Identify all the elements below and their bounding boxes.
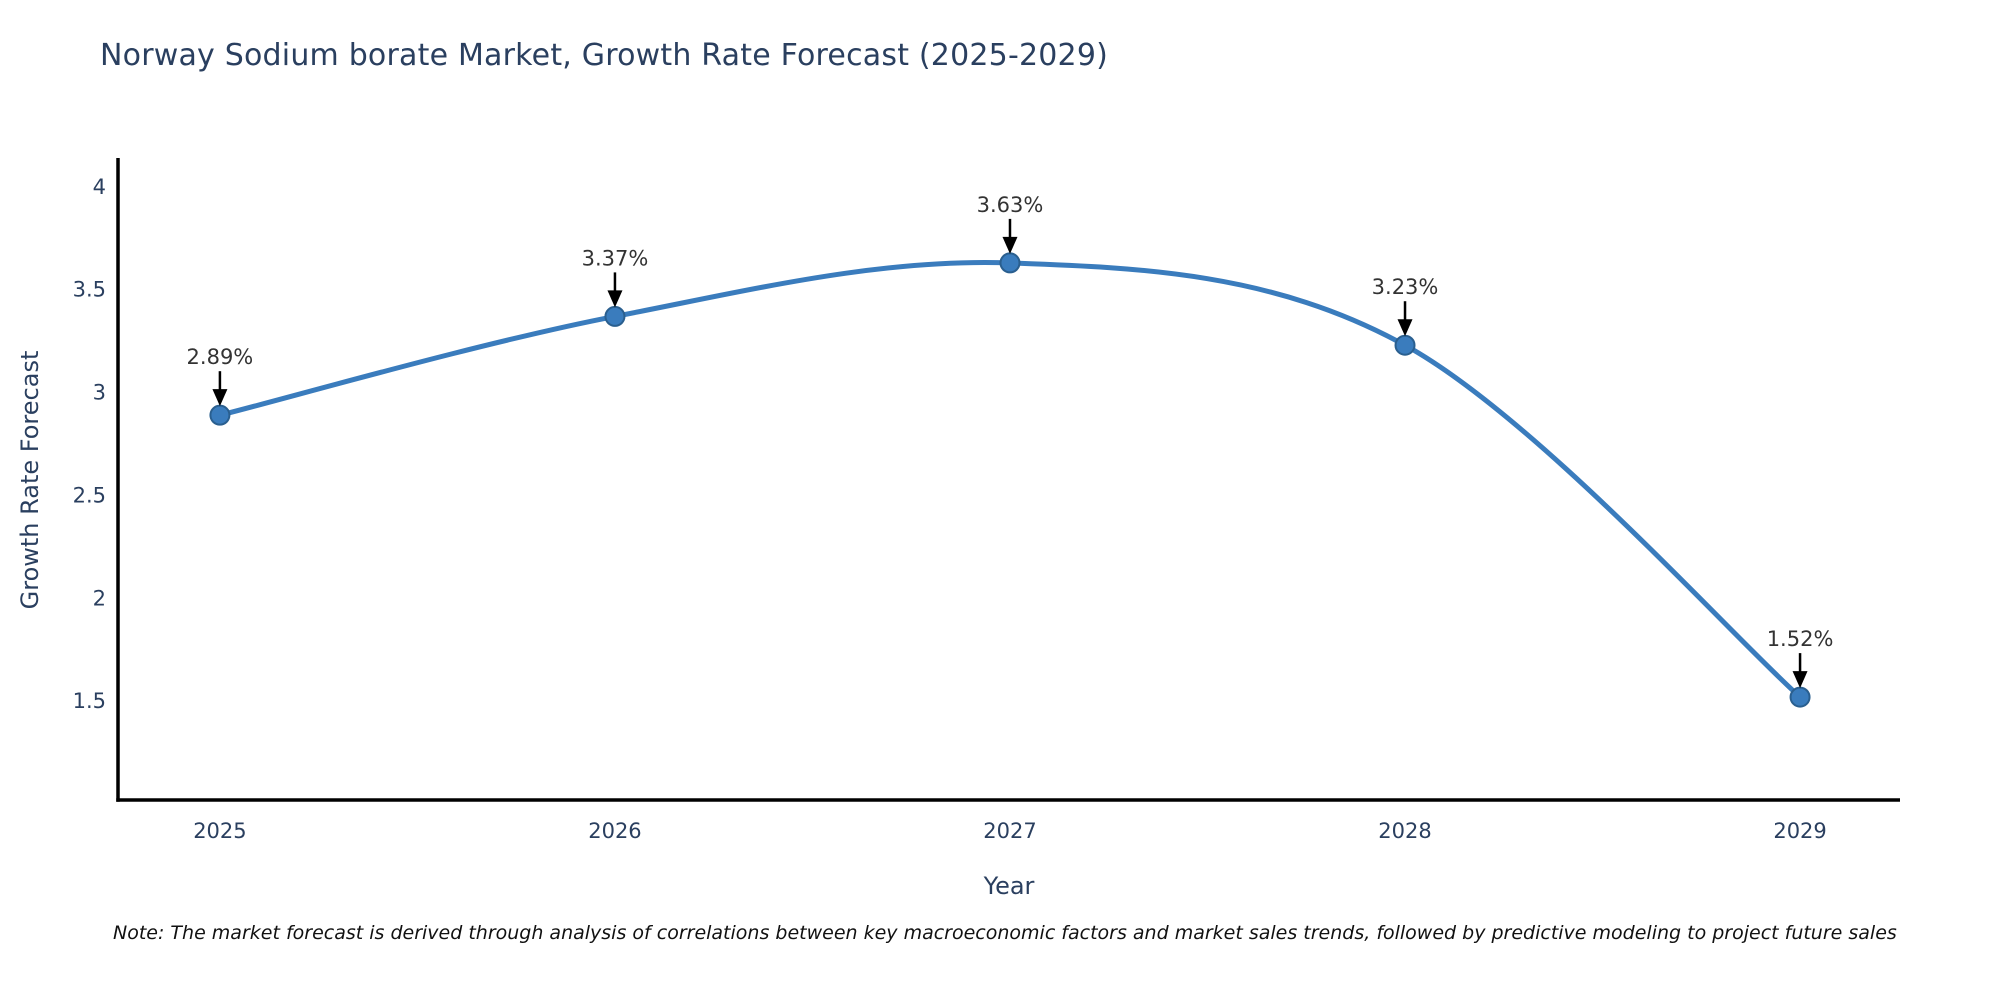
data-point-marker	[1789, 686, 1811, 708]
data-point-marker	[999, 252, 1021, 274]
point-annotation-label: 2.89%	[187, 345, 254, 369]
annotation-arrowhead	[1002, 236, 1018, 254]
data-point-marker	[209, 404, 231, 426]
annotation-arrowhead	[1792, 671, 1808, 689]
x-tick-label: 2027	[983, 819, 1036, 843]
forecast-line	[217, 259, 1803, 700]
x-tick-label: 2025	[193, 819, 246, 843]
x-tick-label: 2028	[1378, 819, 1431, 843]
point-annotation-label: 1.52%	[1767, 627, 1834, 651]
chart-footnote: Note: The market forecast is derived thr…	[113, 922, 1897, 944]
data-point-marker	[604, 305, 626, 327]
y-tick-label: 3.5	[73, 278, 106, 302]
annotation-arrowhead	[607, 290, 623, 308]
y-tick-label: 2	[93, 586, 106, 610]
annotation-arrowhead	[1397, 319, 1413, 337]
y-tick-label: 2.5	[73, 483, 106, 507]
point-annotation-label: 3.37%	[582, 246, 649, 270]
x-axis-title: Year	[983, 872, 1035, 900]
x-tick-label: 2026	[588, 819, 641, 843]
data-point-marker	[1394, 334, 1416, 356]
annotation-arrowhead	[212, 389, 228, 407]
chart-title: Norway Sodium borate Market, Growth Rate…	[100, 38, 1109, 73]
y-tick-label: 3	[93, 381, 106, 405]
point-annotation-label: 3.63%	[977, 193, 1044, 217]
x-tick-label: 2029	[1773, 819, 1826, 843]
point-annotation-label: 3.23%	[1372, 275, 1439, 299]
y-tick-label: 4	[93, 175, 106, 199]
y-tick-label: 1.5	[73, 689, 106, 713]
